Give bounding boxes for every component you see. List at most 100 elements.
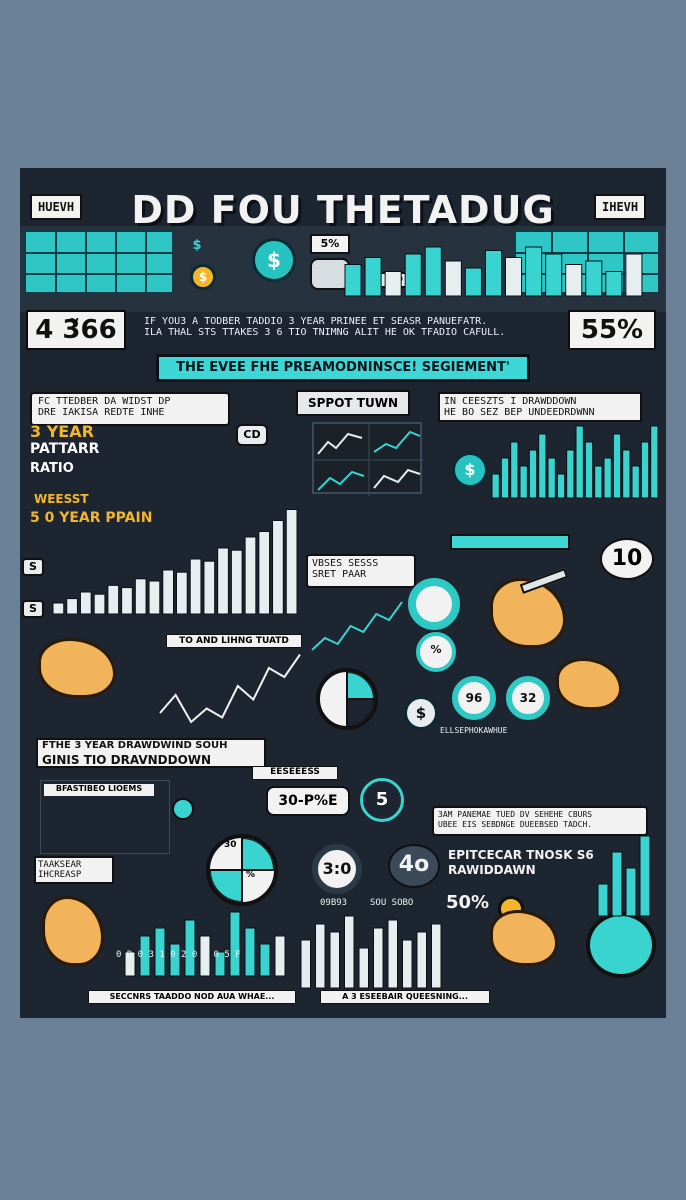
decor-bar xyxy=(329,931,340,989)
right-note-text: IN CEESZTS I DRAWDDOWN HE BO SEZ BEP UND… xyxy=(444,396,595,418)
drawdown-title: GINIS TIO DRAVNDDOWN xyxy=(42,753,212,767)
five-badge: 5 xyxy=(360,778,404,822)
decor-bar xyxy=(259,943,271,977)
verse-callout xyxy=(306,554,416,588)
decor-bar xyxy=(121,587,133,615)
decor-bar xyxy=(519,465,528,499)
hand-bottom-left xyxy=(42,896,104,966)
bottom-bar-chart-left xyxy=(124,911,286,977)
dollar-dot-icon xyxy=(172,798,194,820)
decor-bar xyxy=(203,560,216,615)
decor-bar xyxy=(631,465,640,499)
decor-bar xyxy=(176,571,188,615)
progress-strip xyxy=(450,534,570,550)
footnote-left: SECCNRS TAADDO NOD AUA WHAE... xyxy=(88,990,296,1004)
coin-icon: $ xyxy=(252,238,296,282)
percent-fifty: 50% xyxy=(446,892,490,913)
donut-right-pct: % xyxy=(246,870,256,880)
hand-watch xyxy=(556,658,622,710)
segment-banner: THE EVEE FHE PREAMODNINSCE! SEGIEMENT' xyxy=(156,354,530,382)
decor-bar xyxy=(640,441,650,499)
decor-bar xyxy=(566,449,575,499)
decor-bar xyxy=(93,593,106,615)
panel-tag-box xyxy=(34,856,114,884)
verse-callout-text: VBSES SESSS SRET PAAR xyxy=(312,558,379,580)
top-bar-chart xyxy=(344,246,643,297)
decor-bar xyxy=(300,939,311,989)
ring-4o: 4o xyxy=(388,844,440,888)
decor-bar xyxy=(464,267,482,297)
decor-bar xyxy=(134,578,147,615)
decor-bar xyxy=(416,931,427,989)
decor-bar xyxy=(244,927,256,977)
main-line-chart xyxy=(159,653,301,724)
cross-title: EPITCECAR TNOSK S6 RAWIDDAWN xyxy=(448,848,604,882)
spport-tag: SPPOT TUWN xyxy=(296,390,410,416)
grid-tiles-left xyxy=(24,230,176,296)
mini-chart-svg xyxy=(314,424,424,496)
decor-bar xyxy=(510,441,519,499)
decor-bar xyxy=(444,260,462,297)
pie-svg xyxy=(346,672,374,726)
decor-bar xyxy=(538,433,547,499)
donut-left-pct: 30 xyxy=(224,840,237,850)
decor-bar xyxy=(491,473,500,499)
decor-bar xyxy=(625,253,643,297)
decor-bar xyxy=(364,257,382,297)
infographic-poster: HUEVH IHEVH DD FOU THETADUG $ $ $ 5% CD … xyxy=(20,168,666,1018)
decor-bar xyxy=(272,520,284,615)
ring-96: 96 xyxy=(452,676,496,720)
decor-line xyxy=(159,653,301,724)
bottom-bar-chart-right xyxy=(597,835,651,917)
dollar-token: $ xyxy=(404,696,438,730)
similar-note-text: 3AM PANEMAE TUED DV SEHEHE CBURS UBEE EI… xyxy=(438,810,593,829)
decor-bar xyxy=(594,465,603,499)
decor-bar xyxy=(505,257,523,297)
decor-bar xyxy=(387,919,398,989)
decor-bar xyxy=(66,598,78,615)
small-label-b: SOU SOBO xyxy=(370,898,414,908)
dollar-coin-right: $ xyxy=(452,452,488,488)
decor-bar xyxy=(545,253,563,297)
decor-bar xyxy=(148,580,161,615)
gauge-icon xyxy=(408,578,460,630)
drawdown-line: FTHE 3 YEAR DRAWDWIND SOUH xyxy=(42,740,228,751)
decor-bar xyxy=(315,923,326,989)
decor-bar xyxy=(285,509,298,615)
rising-bar-chart xyxy=(52,509,298,615)
right-note-box xyxy=(438,392,642,422)
stat-right-percent: 55% xyxy=(568,310,656,350)
decor-bar xyxy=(373,927,384,989)
decor-bar xyxy=(344,915,355,989)
decor-bar xyxy=(169,943,181,977)
decor-bar xyxy=(124,951,136,977)
line-chart-label: TO AND LIHNG TUATD xyxy=(166,634,302,648)
decor-bar xyxy=(244,536,257,615)
corner-tag-left: HUEVH xyxy=(30,194,83,220)
stat-left-number: 4 3̃66 xyxy=(26,310,126,350)
pie-chart xyxy=(316,668,378,730)
decor-bar xyxy=(184,919,196,977)
bottom-bar-chart-mid xyxy=(300,915,442,989)
digits-row: 0 D 0 3 1 0 2 0 3 0 5 F xyxy=(116,950,241,960)
s-badge-1: S xyxy=(22,558,44,576)
decor-bar xyxy=(107,584,120,615)
decor-bar xyxy=(139,935,151,977)
wave-bar-chart xyxy=(491,425,659,499)
decor-bar xyxy=(547,457,556,499)
poster-title: DD FOU THETADUG xyxy=(131,188,555,232)
panel-tag-text: TAAKSEAR IHCREASP xyxy=(38,860,82,880)
donut-chart xyxy=(206,834,278,906)
decor-bar xyxy=(605,271,623,297)
small-label-c: ELLSEPHOKAWHUE xyxy=(440,726,508,735)
decor-bar xyxy=(344,264,362,297)
left-note-box xyxy=(30,392,230,426)
intro-text: IF YOU3 A TODBER TADDIO 3 YEAR PRINEE ET… xyxy=(144,316,506,338)
s-badge-2: S xyxy=(22,600,44,618)
decor-bar xyxy=(199,935,211,977)
thirty-pe-badge: 30-P%E xyxy=(266,786,350,816)
percent-bubble: % xyxy=(416,632,456,672)
decor-bar xyxy=(431,923,442,989)
decor-bar xyxy=(384,271,402,297)
